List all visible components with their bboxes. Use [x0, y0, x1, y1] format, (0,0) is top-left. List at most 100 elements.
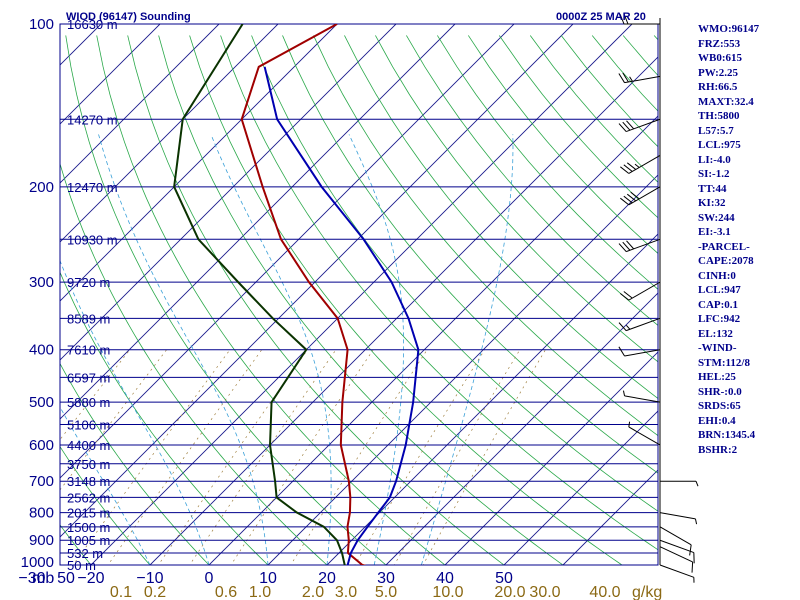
barb-flag — [622, 121, 631, 131]
index-item: KI:32 — [698, 197, 726, 209]
moist-adiabat — [421, 134, 514, 565]
index-item: EL:132 — [698, 327, 733, 340]
mixing-ratio-label: 40.0 — [589, 584, 620, 600]
index-item: WB0:615 — [698, 52, 742, 64]
sounding-profiles — [173, 24, 420, 565]
index-item: EHI:0.4 — [698, 414, 736, 427]
temperature-tick-label: 40 — [436, 570, 454, 587]
barb-shaft — [626, 317, 661, 332]
pressure-tick-label: 800 — [29, 505, 54, 522]
index-item: WMO:96147 — [698, 23, 760, 35]
index-item: LFC:942 — [698, 313, 741, 325]
barb-flag — [626, 120, 635, 130]
barb-half-flag — [622, 390, 626, 396]
dry-adiabat — [65, 35, 387, 565]
index-item: -PARCEL- — [698, 240, 750, 253]
barb-half-flag — [628, 421, 631, 428]
index-item: STM:112/8 — [698, 356, 750, 369]
barb-shaft — [624, 349, 661, 357]
temperature-tick-label: −10 — [136, 570, 163, 587]
dry-adiabat — [96, 35, 446, 565]
barb-flag — [626, 162, 637, 170]
isotherm — [444, 351, 658, 565]
isotherm — [60, 24, 338, 302]
index-item: FRZ:553 — [698, 37, 741, 50]
chart-grid — [60, 24, 658, 565]
barb-shaft — [659, 512, 696, 520]
dry-adiabat — [60, 362, 210, 565]
wind-barb — [659, 564, 695, 583]
barb-flag — [622, 241, 631, 251]
height-label: 5880 m — [67, 395, 110, 410]
index-item: CAP:0.1 — [698, 298, 739, 311]
mixing-ratio-label: 1.0 — [249, 584, 271, 600]
profile-line — [173, 24, 347, 565]
barb-shaft — [626, 238, 661, 253]
barb-shaft — [659, 564, 694, 578]
wind-barb — [659, 526, 692, 556]
pressure-tick-label: 1000 — [21, 554, 54, 571]
mixing-ratio-unit-label: g/kg — [632, 584, 662, 600]
index-item: CAPE:2078 — [698, 255, 754, 267]
mixing-ratio-label: 10.0 — [432, 584, 463, 600]
wind-barb — [620, 186, 661, 206]
mixing-ratio-line — [157, 349, 308, 565]
isotherm — [60, 24, 574, 538]
isotherm — [60, 24, 279, 243]
pressure-tick-label: 300 — [29, 274, 54, 291]
index-item: MAXT:32.4 — [698, 95, 754, 108]
index-item: LI:-4.0 — [698, 153, 731, 166]
height-label: 9720 m — [67, 275, 110, 290]
barb-flag — [623, 195, 633, 204]
wind-barb — [619, 13, 660, 25]
isotherm — [267, 174, 658, 565]
index-item: -WIND- — [698, 342, 737, 354]
height-label: 10930 m — [67, 232, 118, 247]
barb-half-flag — [634, 163, 640, 168]
wind-barb — [618, 346, 661, 357]
temperature-tick-label: 10 — [259, 570, 277, 587]
barb-shaft — [628, 186, 661, 206]
isotherm — [60, 24, 456, 420]
dry-adiabat — [375, 35, 658, 363]
index-item: TH:5800 — [698, 110, 740, 122]
temperature-tick-label: −30 — [18, 570, 45, 587]
barb-flag — [626, 193, 637, 202]
index-item: TT:44 — [698, 182, 727, 195]
wind-barb — [620, 281, 661, 301]
mixing-ratio-label: 0.6 — [215, 584, 237, 600]
dry-adiabat — [467, 35, 658, 254]
barb-shaft — [624, 395, 661, 403]
height-label: 532 m — [67, 546, 103, 561]
dry-adiabat — [158, 35, 564, 565]
wind-barb — [628, 421, 661, 446]
sounding-time: 0000Z 25 MAR 20 — [556, 11, 646, 23]
dry-adiabat — [406, 35, 658, 326]
isotherm — [326, 233, 658, 565]
mixing-ratio-label: 3.0 — [335, 584, 357, 600]
index-item: LCL:975 — [698, 139, 741, 151]
barb-flag — [620, 197, 630, 206]
barb-shaft — [659, 539, 694, 554]
barb-flag — [626, 240, 635, 250]
dry-adiabat — [282, 35, 658, 474]
barb-flag — [623, 164, 633, 172]
moist-adiabat — [60, 406, 151, 565]
mixing-ratio-label: 0.1 — [110, 584, 132, 600]
mixing-ratio-line — [290, 349, 428, 565]
pressure-tick-label: 400 — [29, 342, 54, 359]
barb-half-flag — [629, 76, 633, 82]
barb-flag — [691, 561, 694, 573]
height-label: 7610 m — [67, 343, 110, 358]
barb-shaft — [626, 118, 661, 133]
barb-flag — [618, 243, 627, 252]
isotherm — [208, 115, 658, 565]
index-item: BRN:1345.4 — [698, 429, 756, 441]
mixing-ratio-line — [393, 349, 521, 565]
dry-adiabat — [189, 35, 623, 565]
barb-half-flag — [695, 481, 699, 487]
temperature-tick-label: 50 — [495, 570, 513, 587]
index-item: SRDS:65 — [698, 400, 741, 412]
